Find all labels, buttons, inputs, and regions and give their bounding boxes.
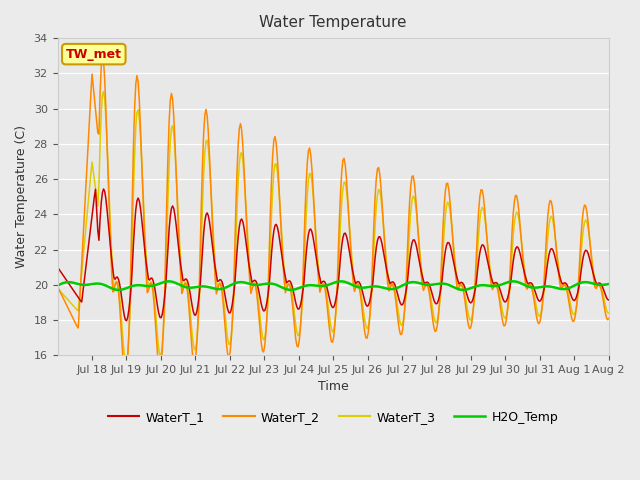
WaterT_1 xyxy=(289,284,296,289)
WaterT_3 xyxy=(605,310,612,316)
H2O_Temp xyxy=(509,278,517,284)
WaterT_2 xyxy=(364,330,372,336)
WaterT_2 xyxy=(289,300,296,306)
WaterT_1 xyxy=(54,264,61,270)
WaterT_3 xyxy=(122,359,129,365)
Line: H2O_Temp: H2O_Temp xyxy=(58,281,609,290)
Y-axis label: Water Temperature (C): Water Temperature (C) xyxy=(15,125,28,268)
H2O_Temp xyxy=(364,284,371,290)
H2O_Temp xyxy=(227,283,234,288)
WaterT_1 xyxy=(461,285,468,290)
Title: Water Temperature: Water Temperature xyxy=(259,15,407,30)
WaterT_1 xyxy=(557,276,564,282)
WaterT_1 xyxy=(605,297,612,303)
WaterT_1 xyxy=(227,307,235,312)
WaterT_2 xyxy=(391,290,399,296)
WaterT_3 xyxy=(100,89,108,95)
WaterT_2 xyxy=(99,53,106,59)
WaterT_2 xyxy=(227,336,235,341)
Legend: WaterT_1, WaterT_2, WaterT_3, H2O_Temp: WaterT_1, WaterT_2, WaterT_3, H2O_Temp xyxy=(103,406,563,429)
WaterT_1 xyxy=(364,303,372,309)
WaterT_1 xyxy=(391,281,399,287)
H2O_Temp xyxy=(115,287,122,293)
Line: WaterT_3: WaterT_3 xyxy=(58,92,609,362)
WaterT_1 xyxy=(123,318,131,324)
WaterT_3 xyxy=(557,277,564,283)
WaterT_2 xyxy=(557,284,564,290)
WaterT_3 xyxy=(364,324,372,329)
WaterT_2 xyxy=(54,284,61,289)
X-axis label: Time: Time xyxy=(318,381,349,394)
H2O_Temp xyxy=(54,283,61,288)
WaterT_2 xyxy=(461,298,468,303)
WaterT_2 xyxy=(122,375,129,381)
Text: TW_met: TW_met xyxy=(66,48,122,60)
WaterT_1 xyxy=(100,186,108,192)
H2O_Temp xyxy=(390,286,397,292)
H2O_Temp xyxy=(557,286,564,292)
WaterT_3 xyxy=(391,286,399,292)
H2O_Temp xyxy=(287,287,295,293)
H2O_Temp xyxy=(605,281,612,287)
WaterT_2 xyxy=(605,315,612,321)
WaterT_3 xyxy=(227,333,235,338)
Line: WaterT_2: WaterT_2 xyxy=(58,56,609,378)
Line: WaterT_1: WaterT_1 xyxy=(58,189,609,321)
WaterT_3 xyxy=(54,286,61,291)
WaterT_3 xyxy=(461,292,468,298)
H2O_Temp xyxy=(460,287,468,293)
WaterT_3 xyxy=(289,293,296,299)
